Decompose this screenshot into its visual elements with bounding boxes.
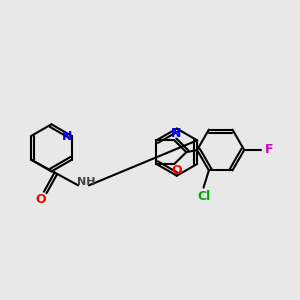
Text: N: N [171, 128, 182, 140]
Text: Cl: Cl [197, 190, 210, 202]
Text: O: O [171, 164, 182, 177]
Text: NH: NH [77, 177, 96, 187]
Text: F: F [265, 143, 273, 157]
Text: N: N [62, 130, 73, 142]
Text: O: O [35, 193, 46, 206]
